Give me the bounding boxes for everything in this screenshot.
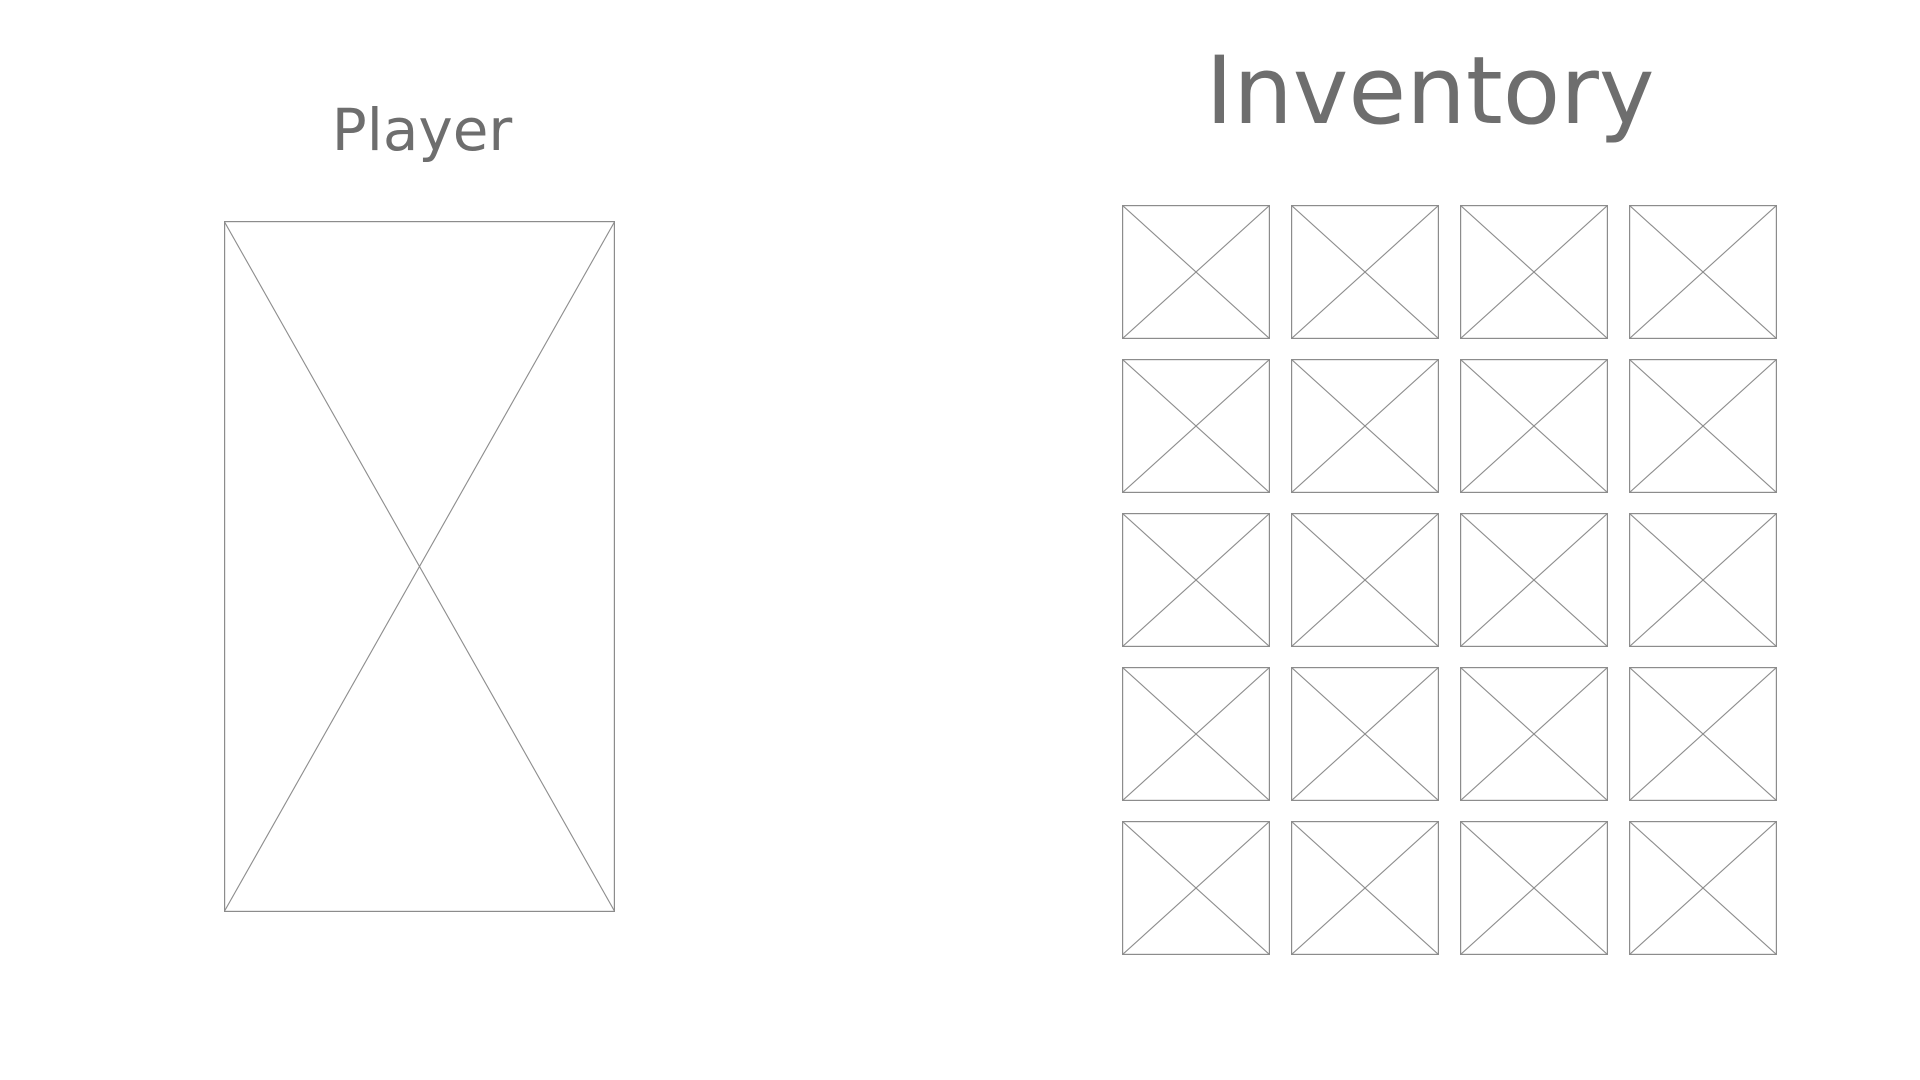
- inventory-slot[interactable]: [1291, 205, 1439, 339]
- inventory-slot[interactable]: [1629, 359, 1777, 493]
- player-portrait: [224, 221, 615, 912]
- inventory-slot[interactable]: [1629, 513, 1777, 647]
- inventory-slot[interactable]: [1629, 205, 1777, 339]
- inventory-slot[interactable]: [1122, 513, 1270, 647]
- inventory-grid: [1122, 205, 1779, 955]
- image-placeholder-icon: [1629, 513, 1777, 647]
- image-placeholder-icon: [1460, 513, 1608, 647]
- inventory-slot[interactable]: [1291, 667, 1439, 801]
- image-placeholder-icon: [1460, 821, 1608, 955]
- inventory-slot[interactable]: [1460, 821, 1608, 955]
- image-placeholder-icon: [1122, 359, 1270, 493]
- image-placeholder-icon: [1629, 359, 1777, 493]
- inventory-slot[interactable]: [1291, 359, 1439, 493]
- inventory-slot[interactable]: [1460, 205, 1608, 339]
- image-placeholder-icon: [1291, 821, 1439, 955]
- inventory-title: Inventory: [1205, 37, 1655, 146]
- inventory-slot[interactable]: [1629, 821, 1777, 955]
- inventory-slot[interactable]: [1122, 205, 1270, 339]
- inventory-slot[interactable]: [1122, 821, 1270, 955]
- image-placeholder-icon: [1460, 359, 1608, 493]
- player-title: Player: [331, 96, 513, 164]
- image-placeholder-icon: [1122, 205, 1270, 339]
- image-placeholder-icon: [1629, 205, 1777, 339]
- image-placeholder-icon: [1291, 205, 1439, 339]
- image-placeholder-icon: [1291, 359, 1439, 493]
- image-placeholder-icon: [1629, 667, 1777, 801]
- inventory-slot[interactable]: [1122, 359, 1270, 493]
- inventory-slot[interactable]: [1122, 667, 1270, 801]
- image-placeholder-icon: [224, 221, 615, 912]
- inventory-slot[interactable]: [1291, 821, 1439, 955]
- inventory-slot[interactable]: [1460, 359, 1608, 493]
- inventory-slot[interactable]: [1291, 513, 1439, 647]
- inventory-slot[interactable]: [1460, 513, 1608, 647]
- image-placeholder-icon: [1629, 821, 1777, 955]
- inventory-slot[interactable]: [1460, 667, 1608, 801]
- image-placeholder-icon: [1460, 667, 1608, 801]
- image-placeholder-icon: [1460, 205, 1608, 339]
- image-placeholder-icon: [1122, 513, 1270, 647]
- image-placeholder-icon: [1122, 821, 1270, 955]
- inventory-slot[interactable]: [1629, 667, 1777, 801]
- image-placeholder-icon: [1291, 667, 1439, 801]
- image-placeholder-icon: [1122, 667, 1270, 801]
- image-placeholder-icon: [1291, 513, 1439, 647]
